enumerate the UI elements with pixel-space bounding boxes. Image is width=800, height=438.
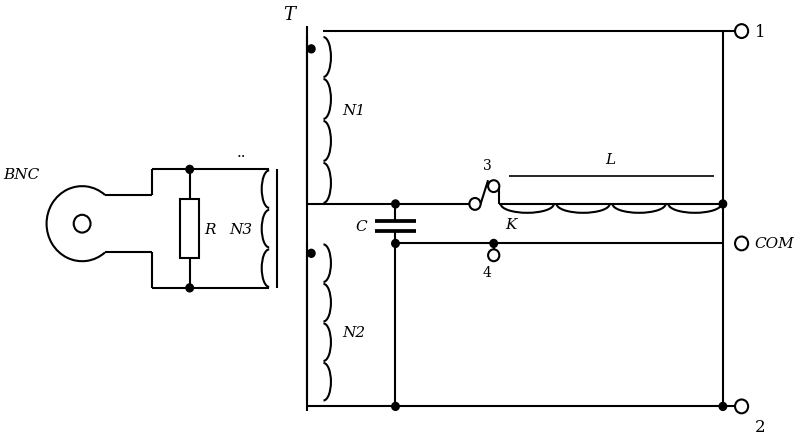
Text: 2: 2 [754,418,766,434]
Circle shape [735,399,748,413]
Circle shape [488,250,499,261]
Circle shape [488,181,499,193]
Text: 4: 4 [483,265,492,279]
Text: 3: 3 [483,159,492,173]
Text: N1: N1 [342,104,366,118]
Circle shape [735,25,748,39]
Text: BNC: BNC [3,168,39,182]
Circle shape [392,403,399,410]
Circle shape [490,240,498,248]
Text: L: L [606,153,616,167]
Circle shape [186,166,194,174]
Circle shape [307,46,315,54]
Circle shape [74,215,90,233]
Text: T: T [283,6,295,24]
Circle shape [470,198,481,210]
Text: ..: .. [236,145,246,159]
Text: K: K [505,217,516,231]
Circle shape [719,201,726,208]
Circle shape [186,284,194,292]
Text: COM: COM [754,237,794,251]
Bar [180,200,199,259]
Circle shape [719,403,726,410]
Text: N3: N3 [230,222,252,236]
Circle shape [392,240,399,248]
Text: N2: N2 [342,325,366,339]
Circle shape [735,237,748,251]
Text: R: R [205,222,216,236]
Circle shape [307,250,315,258]
Text: 1: 1 [754,24,766,40]
Text: C: C [356,219,367,233]
Circle shape [392,201,399,208]
